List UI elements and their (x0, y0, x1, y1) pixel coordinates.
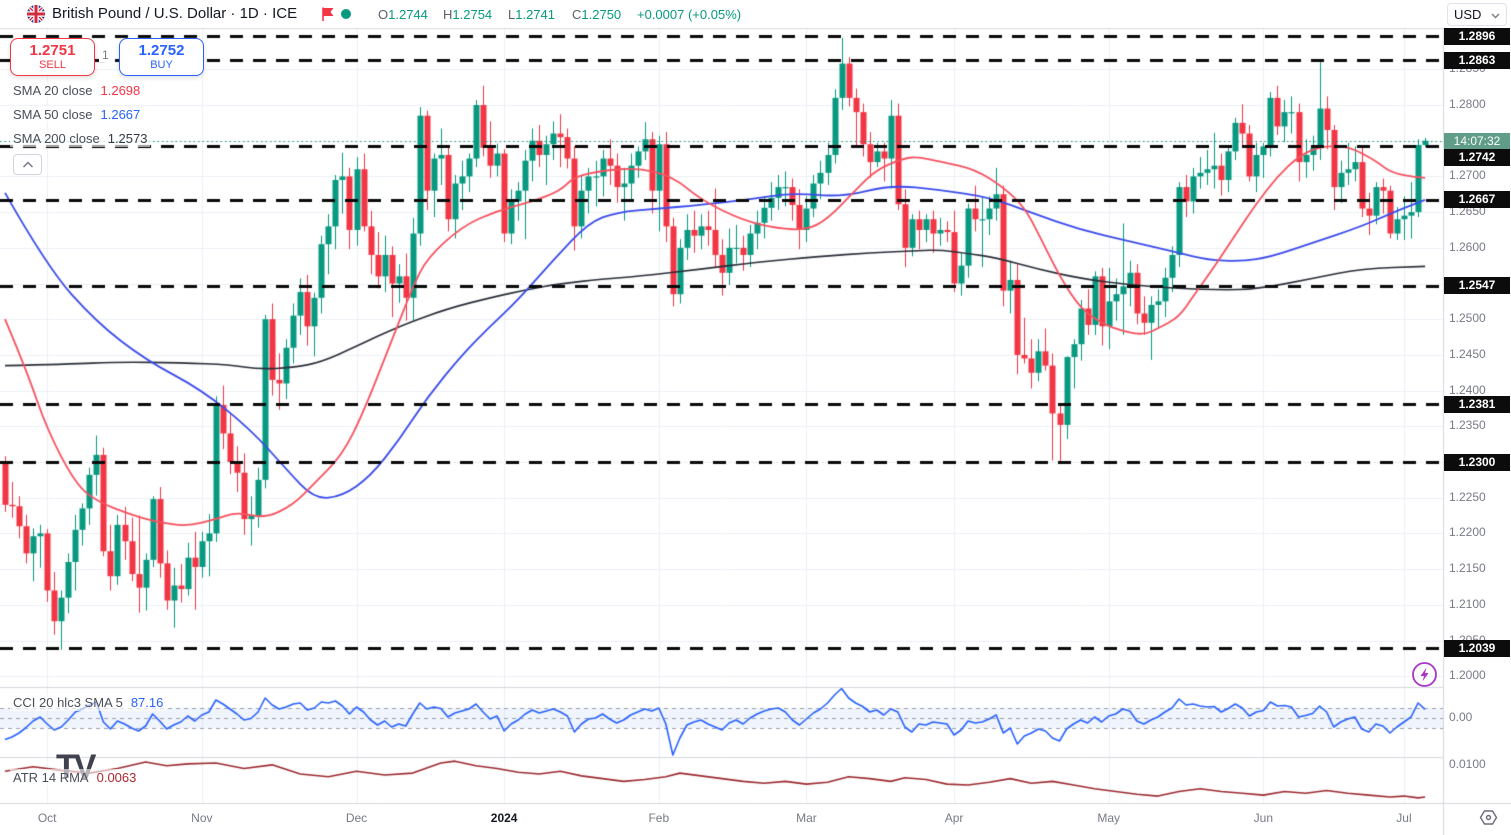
sma200-value: 1.2573 (107, 131, 148, 146)
sell-button[interactable]: 1.2751 SELL (10, 38, 95, 76)
cci-zero-tick-label: 0.00 (1449, 710, 1473, 724)
sma50-value: 1.2667 (100, 107, 141, 122)
legend-sma20[interactable]: SMA 20 close 1.2698 (10, 82, 144, 99)
buy-price: 1.2752 (138, 42, 185, 59)
time-axis-label: Apr (944, 811, 964, 825)
price-level-label: 1.2039 (1444, 639, 1510, 657)
legend-sma50[interactable]: SMA 50 close 1.2667 (10, 106, 144, 123)
ohlc-change: +0.0007 (+0.05%) (637, 7, 742, 22)
gb-flag-icon (27, 5, 45, 28)
price-tick-label: 1.2200 (1449, 525, 1486, 540)
buy-button[interactable]: 1.2752 BUY (119, 38, 204, 76)
legend-atr[interactable]: ATR 14 RMA 0.0063 (10, 769, 140, 786)
atr-value: 0.0063 (96, 770, 137, 785)
price-tick-label: 1.2350 (1449, 418, 1486, 433)
price-level-label: 1.2547 (1444, 277, 1510, 295)
time-axis-label: Nov (191, 811, 213, 825)
price-tick-label: 1.2400 (1449, 382, 1486, 397)
cci-value: 87.16 (130, 695, 164, 710)
atr-tick-label: 0.0100 (1449, 757, 1486, 771)
cci-label: CCI 20 hlc3 SMA 5 (13, 695, 123, 710)
ohlc-high: H1.2754 (443, 7, 493, 22)
sell-label: SELL (39, 59, 66, 71)
time-axis-label: Jul (1396, 811, 1412, 825)
buy-label: BUY (150, 59, 173, 71)
price-level-label: 1.2896 (1444, 27, 1510, 45)
price-tick-label: 1.2600 (1449, 239, 1486, 254)
time-axis-label: Dec (345, 811, 368, 825)
bar-countdown-label: 14:07:32 (1444, 133, 1510, 149)
price-level-label: 1.2863 (1444, 51, 1510, 69)
price-level-label: 1.2381 (1444, 395, 1510, 413)
currency-label: USD (1454, 7, 1482, 22)
time-axis-label: Oct (37, 811, 57, 825)
sma200-label: SMA 200 close (13, 131, 100, 146)
price-level-label: 1.2667 (1444, 191, 1510, 209)
ohlc-low: L1.2741 (508, 7, 555, 22)
price-level-label: 1.2300 (1444, 453, 1510, 471)
sma50-label: SMA 50 close (13, 107, 93, 122)
timezone-settings-icon[interactable] (1479, 808, 1498, 832)
time-axis-label: 2024 (490, 811, 518, 825)
price-tick-label: 1.2250 (1449, 489, 1486, 504)
price-tick-label: 1.2450 (1449, 346, 1486, 361)
price-tick-label: 1.2500 (1449, 311, 1486, 326)
time-axis-label: Jun (1253, 811, 1274, 825)
price-tick-label: 1.2700 (1449, 168, 1486, 183)
currency-dropdown[interactable]: USD (1447, 3, 1507, 26)
chevron-down-icon (1491, 7, 1500, 22)
time-axis-label: Mar (796, 811, 817, 825)
legend-sma200[interactable]: SMA 200 close 1.2573 (10, 130, 151, 147)
ohlc-close: C1.2750 (572, 7, 622, 22)
chevron-up-icon (22, 160, 33, 168)
spread-value: 1 (99, 48, 112, 62)
market-open-dot-icon (341, 9, 351, 19)
legend-cci[interactable]: CCI 20 hlc3 SMA 5 87.16 (10, 694, 167, 711)
price-level-label: 1.2742 (1444, 149, 1510, 167)
chart-header: British Pound / U.S. Dollar · 1D · ICE O… (0, 0, 1511, 28)
symbol-title[interactable]: British Pound / U.S. Dollar · 1D · ICE (52, 5, 298, 22)
price-tick-label: 1.2100 (1449, 596, 1486, 611)
price-tick-label: 1.2800 (1449, 97, 1486, 111)
price-tick-label: 1.2150 (1449, 561, 1486, 576)
collapse-legend-button[interactable] (13, 154, 42, 175)
sma20-label: SMA 20 close (13, 83, 93, 98)
price-tick-label: 1.2000 (1449, 668, 1486, 683)
flag-symbol-icon[interactable] (320, 6, 336, 27)
time-axis-label: May (1097, 811, 1121, 825)
sell-price: 1.2751 (29, 42, 76, 59)
ohlc-open: O1.2744 (378, 7, 428, 22)
time-axis-label: Feb (648, 811, 670, 825)
instant-order-lightning-icon[interactable] (1411, 661, 1438, 693)
sma20-value: 1.2698 (100, 83, 141, 98)
atr-label: ATR 14 RMA (13, 770, 89, 785)
